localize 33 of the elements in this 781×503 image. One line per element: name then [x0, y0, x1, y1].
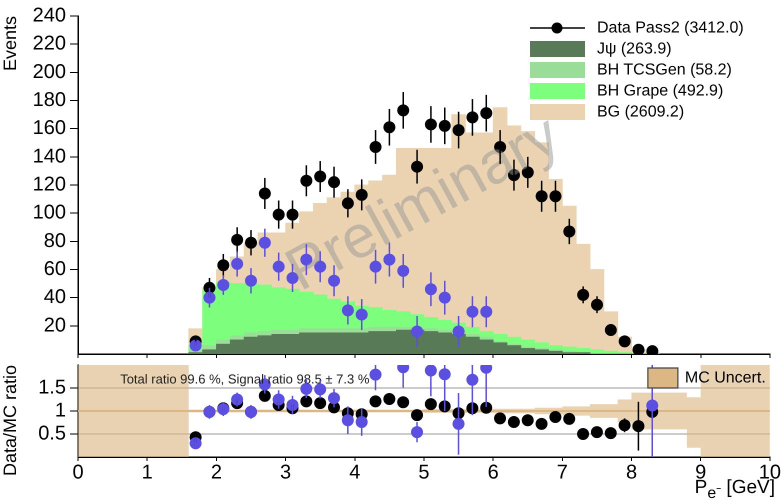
y-tick-label: 220 [32, 32, 66, 55]
x-tick-label: 7 [556, 462, 568, 484]
x-tick-label: 3 [280, 462, 292, 484]
y-tick-label: 120 [32, 174, 66, 196]
y-axis-title: Events [0, 16, 20, 72]
y-tick-label: 40 [44, 286, 66, 308]
y-tick-label: 80 [44, 230, 66, 252]
x-tick-label: 1 [142, 462, 153, 484]
legend-label: Data Pass2 (3412.0) [597, 19, 744, 36]
y-tick-label: 1 [54, 400, 66, 422]
legend-label: Jψ (263.9) [597, 40, 672, 58]
x-tick-label: 8 [626, 462, 638, 484]
y-axis-title: Data/MC ratio [0, 365, 20, 476]
y-tick-label: 240 [32, 4, 66, 27]
legend-label: BH Grape (492.9) [597, 82, 724, 100]
y-tick-label: 60 [44, 258, 66, 280]
y-tick-label: 200 [32, 60, 66, 83]
y-tick-label: 160 [32, 117, 66, 140]
x-tick-label: 5 [418, 462, 430, 484]
x-tick-label: 4 [349, 462, 360, 484]
y-tick-label: 180 [32, 89, 66, 112]
legend-label: MC Uncert. [684, 369, 766, 386]
y-tick-label: 100 [32, 202, 66, 224]
y-tick-label: 20 [44, 314, 66, 336]
x-tick-label: 0 [72, 462, 84, 484]
x-tick-label: 2 [210, 462, 222, 484]
annotation: Total ratio 99.6 %, Signal ratio 98.5 ± 7.3 % [120, 372, 370, 387]
legend-label: BH TCSGen (58.2) [597, 61, 732, 78]
x-tick-label: 6 [488, 462, 499, 484]
y-tick-label: 1.5 [38, 376, 66, 399]
y-tick-label: 0.5 [38, 422, 66, 445]
legend-label: BG (2609.2) [597, 103, 684, 120]
y-tick-label: 140 [32, 145, 66, 168]
